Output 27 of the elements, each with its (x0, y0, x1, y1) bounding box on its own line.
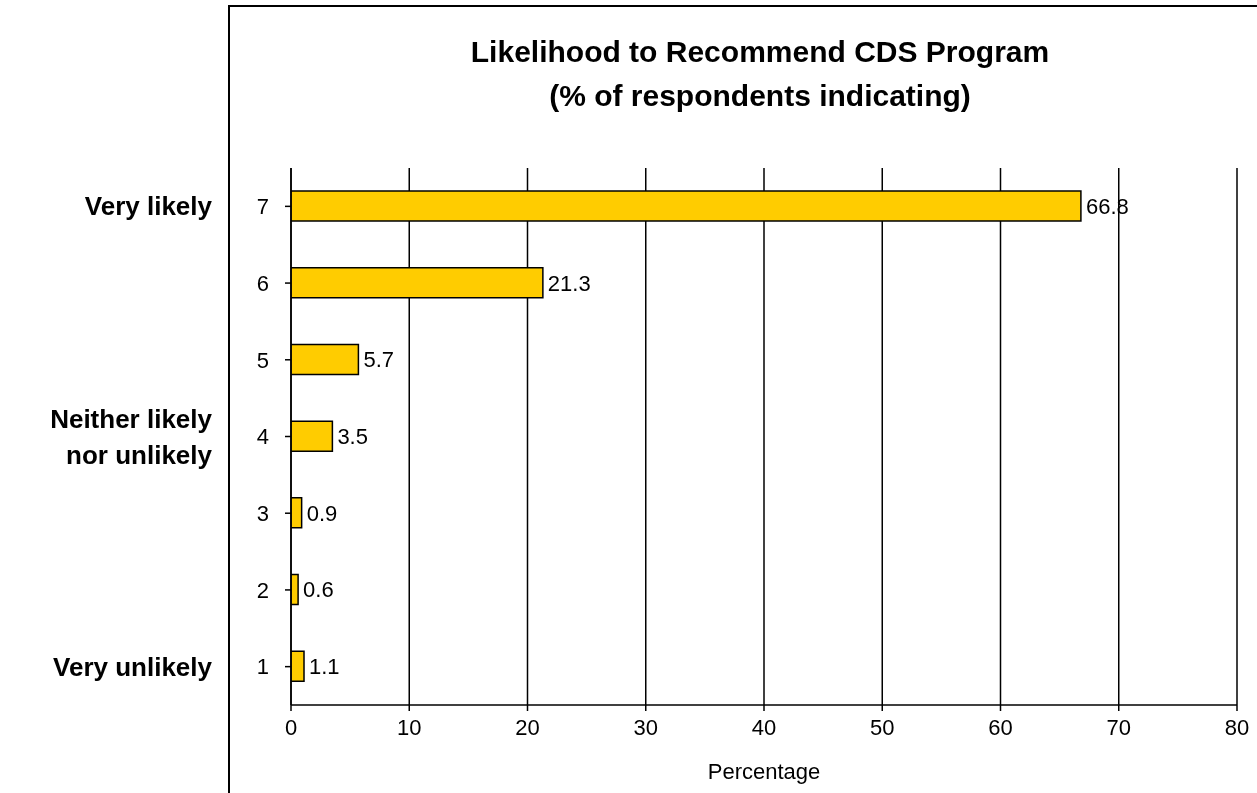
y-tick-label: 3 (256, 501, 269, 527)
data-label: 1.1 (309, 654, 340, 680)
x-tick-label: 50 (870, 714, 895, 740)
x-tick-label: 10 (397, 714, 422, 740)
x-tick-label: 0 (284, 714, 298, 740)
chart-title: Likelihood to Recommend CDS Program (% of respondents indicating) (469, 34, 1051, 114)
text: Neither likely nor unlikely (50, 402, 212, 472)
data-label: 21.3 (547, 270, 591, 296)
data-label: 5.7 (363, 347, 394, 373)
y-tick-label: 5 (256, 347, 269, 373)
data-label: 3.5 (337, 423, 368, 449)
data-label: 0.9 (306, 500, 338, 526)
x-tick-label: 60 (988, 714, 1013, 740)
y-tick-label: 6 (256, 270, 269, 296)
y-tick-label: 4 (256, 424, 269, 450)
x-tick-label: 40 (751, 714, 777, 740)
y-tick-label: 1 (256, 654, 269, 680)
x-tick-label: 80 (1224, 714, 1250, 740)
y-tick-label: 7 (256, 194, 269, 220)
text: Very unlikely (53, 650, 212, 684)
data-label: 0.6 (303, 577, 334, 603)
text: Very likely (84, 190, 212, 224)
x-tick-label: 70 (1106, 714, 1131, 740)
y-tick-label: 2 (256, 577, 269, 603)
x-tick-label: 30 (633, 714, 658, 740)
x-tick-label: 20 (515, 714, 540, 740)
x-axis-title: Percentage (707, 759, 821, 784)
